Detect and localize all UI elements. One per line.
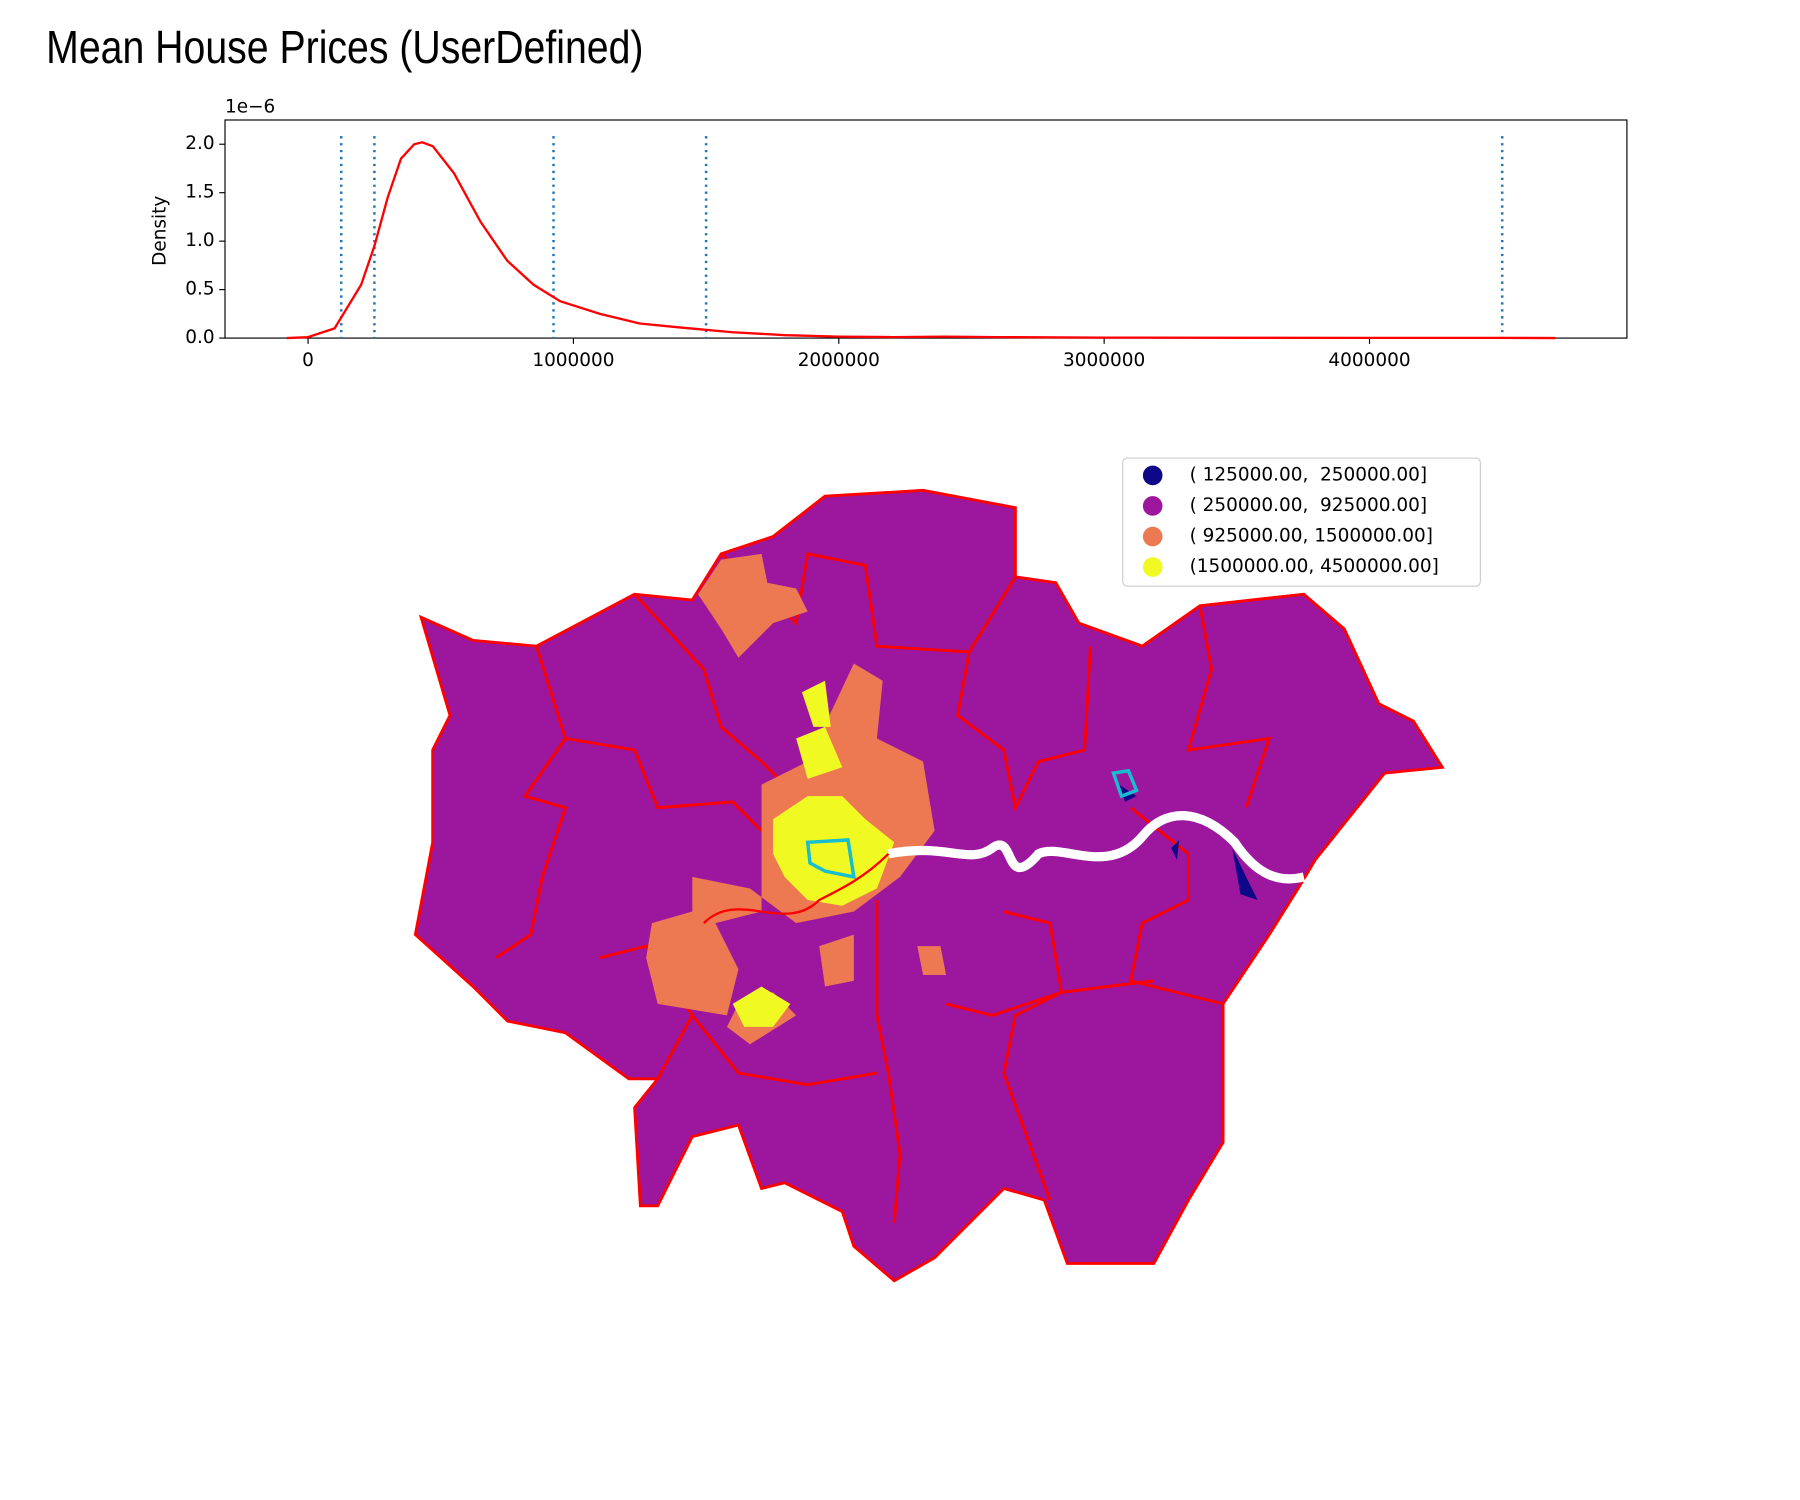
- x-tick-label: 0: [302, 350, 314, 371]
- border: [1186, 605, 1272, 809]
- legend-marker: [1142, 526, 1163, 547]
- y-tick-label: 0.5: [185, 279, 214, 300]
- y-tick-label: 1.0: [185, 230, 214, 251]
- legend-marker: [1142, 496, 1163, 516]
- offset-label: 1e−6: [225, 96, 275, 117]
- y-tick-label: 0.0: [185, 327, 214, 348]
- border: [1002, 910, 1064, 1201]
- selection: [805, 768, 1139, 880]
- price-areas: [646, 553, 1305, 1045]
- river-border: [703, 853, 890, 924]
- map: [413, 488, 1445, 1283]
- border: [945, 979, 1155, 1017]
- y-tick-label: 1.5: [185, 182, 214, 203]
- y-axis-label: Density: [149, 196, 170, 266]
- area: [1119, 784, 1258, 900]
- border: [875, 899, 902, 1224]
- legend-label: ( 125000.00, 250000.00]: [1190, 464, 1427, 485]
- density-line: [286, 141, 1556, 340]
- legend: ( 125000.00, 250000.00] ( 250000.00, 9250…: [1122, 457, 1481, 587]
- x-tick-label: 1000000: [532, 350, 614, 371]
- legend-label: ( 250000.00, 925000.00]: [1190, 495, 1427, 516]
- kde-plot: 0.0 0.5 1.0 1.5 2.0 0 1000000 2000000 3000000 400…: [185, 119, 1628, 371]
- border: [691, 1014, 878, 1087]
- area: [732, 680, 895, 1027]
- region: [413, 488, 1445, 1283]
- borough-borders: [495, 552, 1272, 1224]
- border: [1129, 806, 1224, 1006]
- chart-title: Mean House Prices (UserDefined): [46, 22, 643, 74]
- border: [565, 737, 763, 832]
- x-tick-label: 3000000: [1063, 350, 1145, 371]
- legend-marker: [1142, 557, 1163, 577]
- area: [698, 553, 808, 658]
- river: [887, 811, 1305, 884]
- legend-marker: [1142, 465, 1163, 486]
- area: [726, 934, 947, 1045]
- x-tick-label: 4000000: [1328, 350, 1410, 371]
- y-tick-label: 2.0: [185, 133, 214, 154]
- legend-label: ( 925000.00, 1500000.00]: [1190, 526, 1433, 547]
- border: [633, 593, 798, 798]
- x-tick-label: 2000000: [798, 350, 880, 371]
- legend-frame: [1122, 457, 1481, 587]
- legend-label: (1500000.00, 4500000.00]: [1190, 556, 1439, 577]
- axes-frame: [224, 119, 1628, 339]
- border: [956, 646, 1092, 813]
